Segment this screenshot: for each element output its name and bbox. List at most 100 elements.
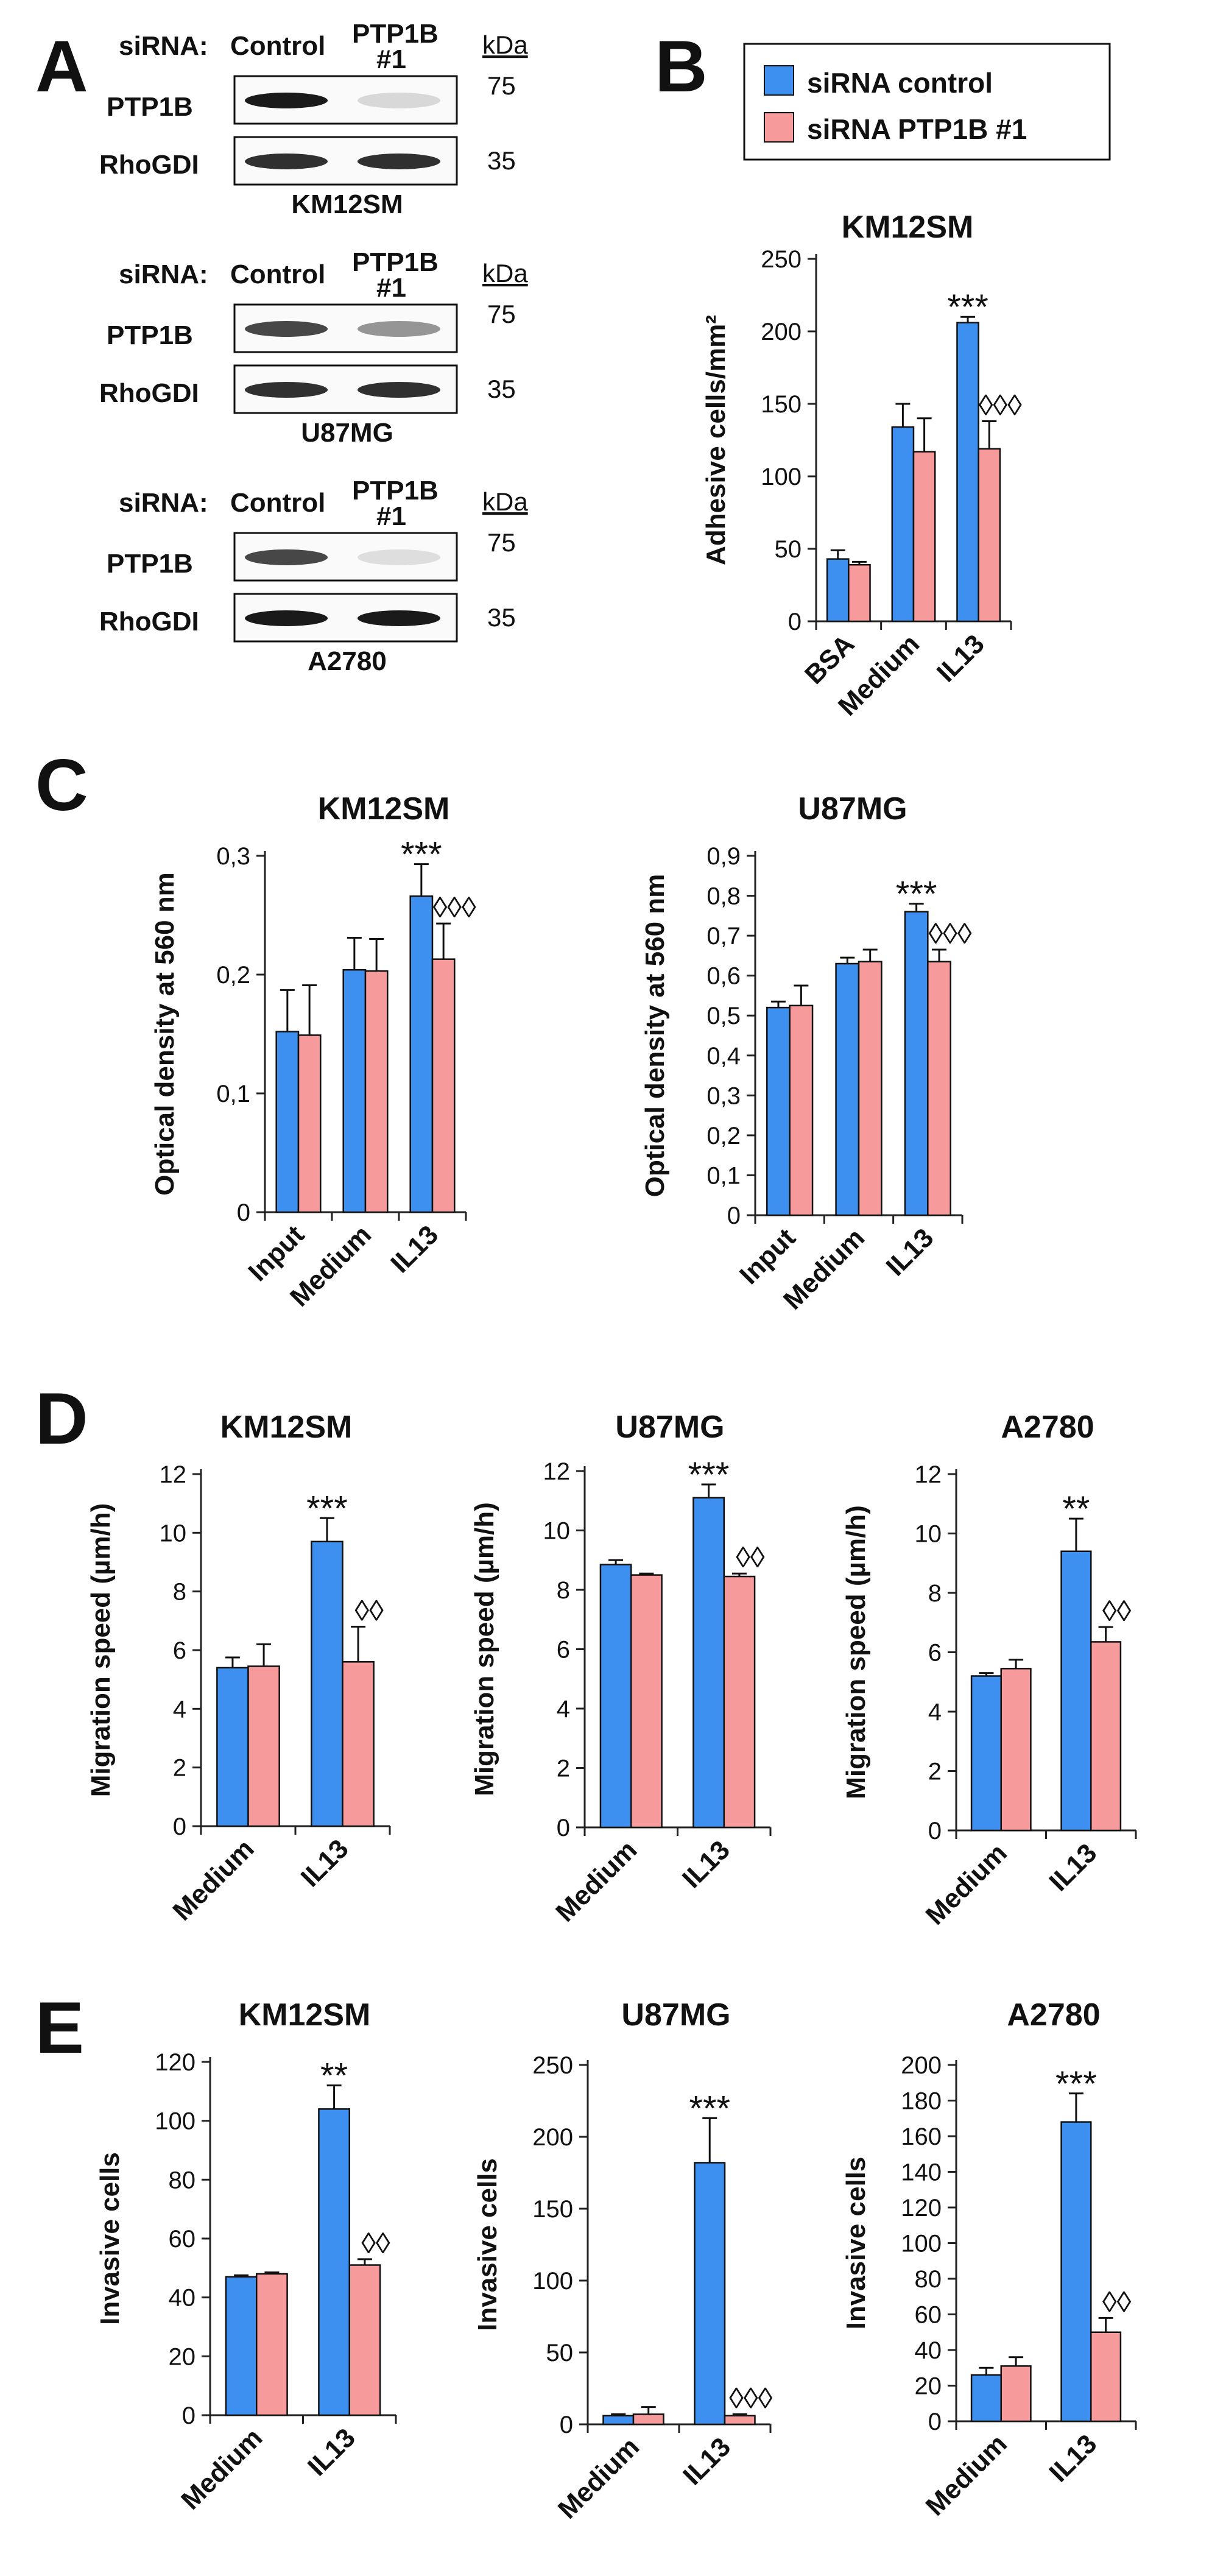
significance-diamonds: ◊◊ <box>1102 1595 1132 1628</box>
chart-title: U87MG <box>798 791 907 827</box>
bar-ptp1b-il13 <box>724 2415 756 2426</box>
y-tick-label: 0,3 <box>216 843 250 870</box>
bar-ptp1b-medium <box>364 970 389 1213</box>
legend-swatch-ptp1b <box>764 112 794 143</box>
bar-control-bsa <box>826 558 850 623</box>
y-tick-label: 0,2 <box>216 962 250 989</box>
significance-stars: *** <box>306 1489 348 1528</box>
y-tick-label: 0,2 <box>706 1123 741 1149</box>
chart-c-km12sm: KM12SM Optical density at 560 nm 0 0,1 0,2 0,… <box>150 791 476 1313</box>
y-tick-label: 6 <box>557 1637 570 1664</box>
y-tick-label: 0,1 <box>706 1162 741 1189</box>
x-category-label: Medium <box>175 2422 268 2515</box>
x-category-label: IL13 <box>385 1219 444 1279</box>
bar-ptp1b-bsa <box>848 563 871 623</box>
significance-diamonds: ◊◊◊ <box>928 918 971 950</box>
y-tick-label: 0 <box>173 1813 186 1840</box>
blot-cell-line-label: A2780 <box>308 646 387 676</box>
blot-band-lane-1 <box>245 382 328 398</box>
y-tick-label: 100 <box>532 2268 573 2295</box>
blot-mw-75: 75 <box>487 71 516 100</box>
chart-title: KM12SM <box>239 1997 371 2033</box>
panel-label-b: B <box>655 26 708 107</box>
y-tick-label: 200 <box>761 319 802 345</box>
bar-ptp1b-medium <box>256 2273 288 2416</box>
significance-diamonds: ◊◊ <box>354 1595 384 1627</box>
blot-row-rhogdi: RhoGDI <box>99 607 199 637</box>
significance-diamonds: ◊◊◊ <box>433 892 476 924</box>
blot-ptp1b-number: #1 <box>376 501 406 531</box>
y-tick-label: 80 <box>169 2167 196 2193</box>
y-tick-label: 160 <box>901 2123 942 2150</box>
chart-d-a2780: A2780 Migration speed (µm/h) 0 2 4 6 8 10 12 Medi… <box>841 1410 1137 1931</box>
blot-band-lane-2 <box>358 382 440 398</box>
y-tick-label: 6 <box>173 1637 186 1664</box>
y-tick-label: 4 <box>557 1696 570 1723</box>
y-tick-label: 0 <box>788 609 802 635</box>
western-blot-u87mg: siRNA: Control PTP1B#1 kDaPTP1BRhoGDI7535U8… <box>99 247 528 448</box>
significance-stars: *** <box>688 1455 730 1495</box>
y-tick-label: 180 <box>901 2088 942 2115</box>
bar-ptp1b-medium <box>912 451 936 623</box>
bar-ptp1b-il13 <box>348 2264 381 2416</box>
y-axis-label: Invasive cells <box>473 2158 502 2331</box>
y-tick-label: 200 <box>532 2124 573 2151</box>
x-category-label: IL13 <box>931 629 990 688</box>
bar-control-il13 <box>694 2162 726 2426</box>
blot-cell-line-label: KM12SM <box>291 189 403 219</box>
significance-diamonds: ◊◊ <box>361 2228 390 2260</box>
y-tick-label: 60 <box>915 2302 942 2329</box>
chart-title: KM12SM <box>842 210 974 245</box>
bar-control-il13 <box>956 322 979 623</box>
blot-band-lane-2 <box>358 321 440 337</box>
x-category-label: IL13 <box>880 1223 939 1282</box>
blot-sirna-label: siRNA: <box>119 488 208 518</box>
blot-band-lane-1 <box>245 610 328 626</box>
blot-row-rhogdi: RhoGDI <box>99 150 199 180</box>
x-category-label: IL13 <box>1043 2429 1102 2488</box>
bar-control-il13 <box>1060 2121 1092 2422</box>
chart-e-a2780: A2780 Invasive cells 0 20 40 60 80 100 120 140 160… <box>841 1997 1137 2522</box>
y-tick-label: 0 <box>560 2412 573 2438</box>
y-tick-label: 0 <box>182 2402 196 2429</box>
bar-ptp1b-input <box>789 1004 814 1216</box>
y-tick-label: 250 <box>761 246 802 273</box>
bar-control-medium <box>891 426 915 623</box>
y-tick-label: 120 <box>901 2195 942 2221</box>
x-category-label: IL13 <box>295 1833 354 1893</box>
y-axis-label: Invasive cells <box>95 2152 125 2325</box>
y-tick-label: 10 <box>160 1520 187 1547</box>
y-tick-label: 0 <box>928 2408 942 2435</box>
blot-ptp1b-number: #1 <box>376 273 406 303</box>
blot-kda-label: kDa <box>482 30 528 59</box>
blot-band-lane-2 <box>358 93 440 108</box>
y-tick-label: 10 <box>915 1521 942 1548</box>
significance-stars: ** <box>320 2056 348 2096</box>
blot-band-lane-1 <box>245 321 328 337</box>
y-tick-label: 0,7 <box>706 923 741 950</box>
blot-band-lane-2 <box>358 549 440 565</box>
x-category-label: IL13 <box>302 2422 361 2482</box>
western-blot-km12sm: siRNA: Control PTP1B#1 kDaPTP1BRhoGDI7535KM… <box>99 19 528 219</box>
y-tick-label: 0,1 <box>216 1081 250 1107</box>
y-tick-label: 4 <box>928 1699 942 1726</box>
y-tick-label: 0 <box>237 1199 250 1226</box>
y-tick-label: 20 <box>169 2343 196 2370</box>
y-tick-label: 2 <box>557 1756 570 1782</box>
blot-ptp1b-label: PTP1B <box>352 476 439 506</box>
blot-row-ptp1b: PTP1B <box>107 549 193 579</box>
y-tick-label: 0 <box>557 1815 570 1841</box>
x-category-label: Medium <box>920 2429 1013 2521</box>
y-tick-label: 50 <box>546 2340 574 2366</box>
chart-d-u87mg: U87MG Migration speed (µm/h) 0 2 4 6 8 10 12 Medi… <box>470 1410 772 1928</box>
x-category-label: IL13 <box>1043 1838 1102 1897</box>
blot-row-ptp1b: PTP1B <box>107 320 193 350</box>
chart-title: A2780 <box>1007 1997 1100 2033</box>
bar-ptp1b-medium <box>1000 1668 1032 1832</box>
y-tick-label: 2 <box>173 1755 186 1782</box>
bar-ptp1b-il13 <box>978 448 1001 623</box>
y-axis-label: Migration speed (µm/h) <box>86 1503 116 1797</box>
blot-mw-35: 35 <box>487 375 516 403</box>
bar-ptp1b-il13 <box>927 961 951 1216</box>
